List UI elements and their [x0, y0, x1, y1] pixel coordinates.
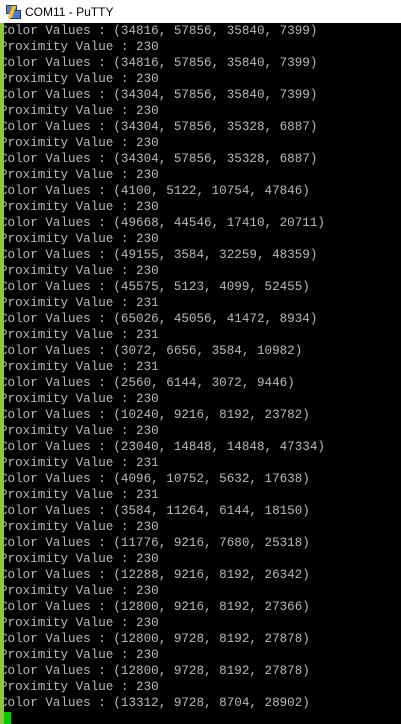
terminal-line: Color Values : (12800, 9728, 8192, 27878… — [4, 632, 310, 646]
terminal-line: Color Values : (4096, 10752, 5632, 17638… — [4, 472, 310, 486]
terminal-line: Color Values : (34304, 57856, 35840, 739… — [4, 88, 318, 102]
terminal-line: Proximity Value : 230 — [4, 584, 159, 598]
terminal-line: Color Values : (4100, 5122, 10754, 47846… — [4, 184, 310, 198]
terminal-line: Color Values : (34304, 57856, 35328, 688… — [4, 152, 318, 166]
terminal-line: Proximity Value : 230 — [4, 680, 159, 694]
terminal-line: Proximity Value : 231 — [4, 328, 159, 342]
terminal-line: Color Values : (49668, 44546, 17410, 207… — [4, 216, 325, 230]
terminal-line: Color Values : (34816, 57856, 35840, 739… — [4, 56, 318, 70]
terminal-line: Proximity Value : 230 — [4, 392, 159, 406]
terminal-line: Color Values : (12800, 9216, 8192, 27366… — [4, 600, 310, 614]
terminal-line: Color Values : (10240, 9216, 8192, 23782… — [4, 408, 310, 422]
terminal-line: Proximity Value : 231 — [4, 488, 159, 502]
terminal-line: Color Values : (3584, 11264, 6144, 18150… — [4, 504, 310, 518]
terminal-line: Proximity Value : 230 — [4, 168, 159, 182]
terminal-line: Proximity Value : 230 — [4, 40, 159, 54]
terminal-line: Proximity Value : 230 — [4, 648, 159, 662]
terminal-line: Color Values : (12800, 9728, 8192, 27878… — [4, 664, 310, 678]
terminal-line: Proximity Value : 230 — [4, 616, 159, 630]
terminal-line: Color Values : (23040, 14848, 14848, 473… — [4, 440, 325, 454]
terminal-line: Color Values : (12288, 9216, 8192, 26342… — [4, 568, 310, 582]
terminal-line: Color Values : (11776, 9216, 7680, 25318… — [4, 536, 310, 550]
terminal-line: Color Values : (34304, 57856, 35328, 688… — [4, 120, 318, 134]
terminal-area[interactable]: Color Values : (34816, 57856, 35840, 739… — [4, 23, 401, 724]
terminal-output: Color Values : (34816, 57856, 35840, 739… — [4, 23, 325, 711]
putty-icon[interactable] — [6, 4, 21, 19]
terminal-line: Color Values : (13312, 9728, 8704, 28902… — [4, 696, 310, 710]
terminal-line: Proximity Value : 230 — [4, 232, 159, 246]
terminal-line: Proximity Value : 231 — [4, 456, 159, 470]
terminal-line: Color Values : (2560, 6144, 3072, 9446) — [4, 376, 295, 390]
terminal-line: Proximity Value : 230 — [4, 72, 159, 86]
window-title: COM11 - PuTTY — [25, 4, 114, 19]
terminal-line: Color Values : (49155, 3584, 32259, 4835… — [4, 248, 318, 262]
terminal-line: Proximity Value : 230 — [4, 200, 159, 214]
terminal-line: Proximity Value : 230 — [4, 104, 159, 118]
terminal-line: Proximity Value : 230 — [4, 552, 159, 566]
terminal-cursor — [4, 712, 11, 724]
terminal-line: Proximity Value : 231 — [4, 296, 159, 310]
terminal-line: Color Values : (3072, 6656, 3584, 10982) — [4, 344, 303, 358]
terminal-line: Proximity Value : 230 — [4, 264, 159, 278]
terminal-line: Color Values : (45575, 5123, 4099, 52455… — [4, 280, 310, 294]
terminal-line: Proximity Value : 230 — [4, 136, 159, 150]
terminal-line: Proximity Value : 230 — [4, 424, 159, 438]
title-bar[interactable]: COM11 - PuTTY — [0, 0, 401, 23]
terminal-line: Proximity Value : 230 — [4, 520, 159, 534]
terminal-line: Color Values : (65026, 45056, 41472, 893… — [4, 312, 318, 326]
terminal-line: Proximity Value : 231 — [4, 360, 159, 374]
terminal-line: Color Values : (34816, 57856, 35840, 739… — [4, 24, 318, 38]
